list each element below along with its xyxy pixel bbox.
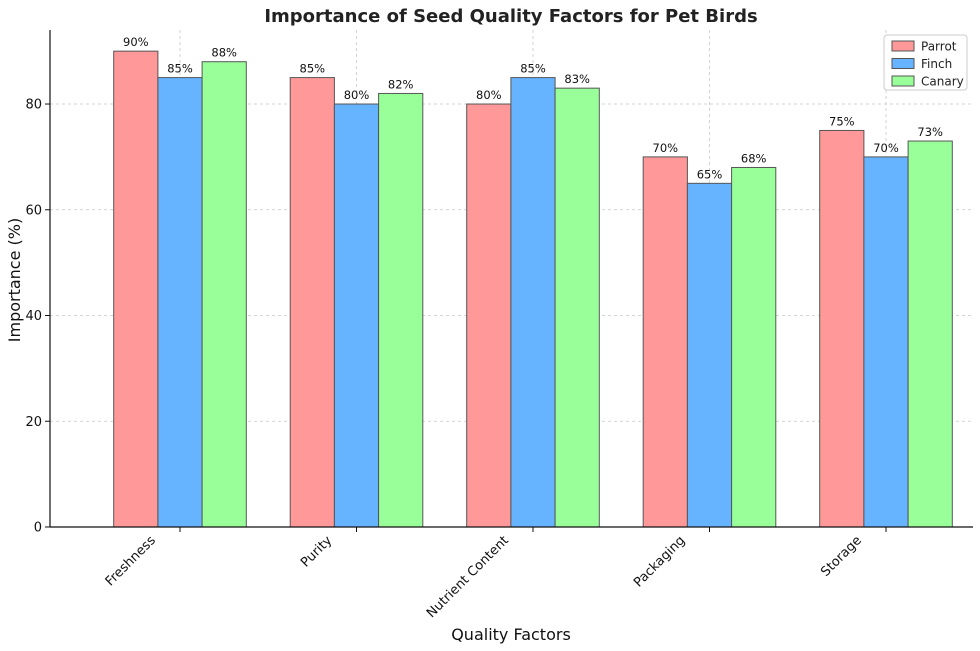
y-tick-label: 80: [25, 98, 42, 113]
bar-value-label: 68%: [741, 151, 767, 165]
bar-canary: [378, 92, 424, 528]
chart-title: Importance of Seed Quality Factors for P…: [264, 6, 757, 27]
bar-parrot: [466, 103, 512, 528]
bar-value-label: 80%: [476, 88, 502, 102]
bar-value-label: 83%: [564, 72, 590, 86]
bar-finch: [686, 182, 733, 528]
y-tick-label: 20: [25, 415, 42, 430]
bar-value-label: 73%: [917, 125, 943, 139]
bar-canary: [554, 87, 600, 528]
bar-value-label: 70%: [653, 141, 679, 155]
y-tick-label: 60: [25, 203, 42, 218]
x-tick-label: Purity: [298, 533, 335, 570]
bar-value-label: 85%: [300, 62, 326, 76]
bar-parrot: [819, 129, 865, 528]
y-tick-label: 0: [34, 521, 42, 536]
bar-value-label: 70%: [873, 141, 899, 155]
x-axis-label: Quality Factors: [451, 625, 571, 644]
data-labels: 90% 85% 80% 70% 75% 85% 80% 85% 65% 70% 88% 82% 83% 6…: [123, 35, 943, 181]
bar-finch: [333, 103, 380, 528]
bar-finch: [510, 77, 556, 528]
bar-value-label: 85%: [520, 62, 546, 76]
legend-label-parrot: Parrot: [921, 40, 957, 54]
bar-parrot: [113, 50, 159, 528]
bar-canary: [201, 61, 247, 528]
bar-canary: [731, 166, 777, 528]
x-tick-label: Nutrient Content: [424, 533, 512, 621]
legend: Parrot Finch Canary: [883, 34, 968, 91]
bars: [113, 50, 953, 528]
bar-parrot: [289, 77, 335, 528]
bar-value-label: 85%: [167, 62, 193, 76]
y-tick-label: 40: [25, 309, 42, 324]
bar-finch: [157, 77, 203, 528]
bar-value-label: 88%: [211, 46, 237, 60]
legend-label-canary: Canary: [921, 75, 964, 89]
bar-finch: [863, 156, 909, 528]
legend-label-finch: Finch: [921, 57, 952, 71]
bar-value-label: 65%: [697, 167, 723, 181]
bar-canary: [907, 140, 953, 528]
y-axis-label: Importance (%): [5, 218, 24, 342]
bar-value-label: 75%: [829, 114, 855, 128]
bar-value-label: 90%: [123, 35, 149, 49]
bar-parrot: [642, 156, 688, 528]
legend-swatch-finch: [891, 58, 915, 69]
bar-value-label: 82%: [388, 77, 414, 91]
legend-swatch-parrot: [891, 40, 915, 52]
x-tick-label: Storage: [818, 533, 865, 580]
x-tick-label: Packaging: [631, 533, 688, 590]
bar-value-label: 80%: [344, 88, 370, 102]
legend-swatch-canary: [891, 75, 915, 87]
x-tick-label: Freshness: [103, 533, 159, 589]
